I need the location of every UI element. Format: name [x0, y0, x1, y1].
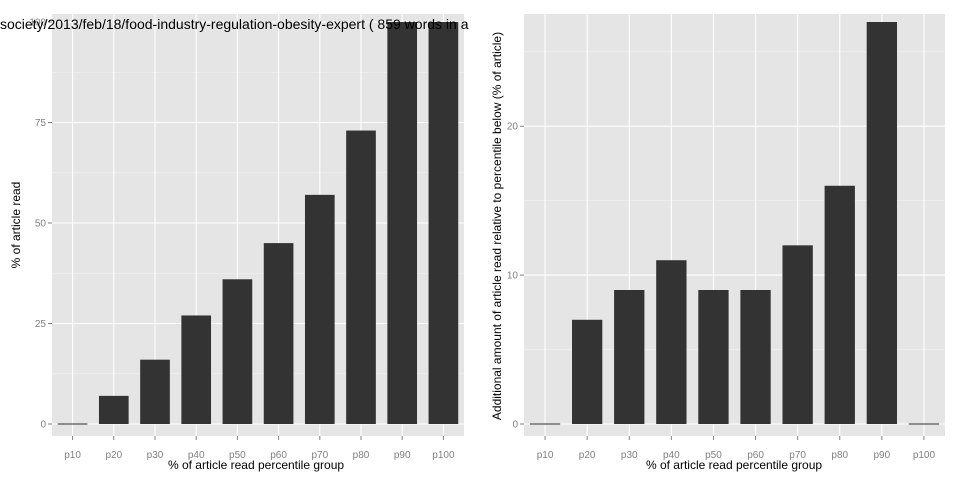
x-tick-label: p30: [621, 450, 638, 461]
x-axis-title: % of article read percentile group: [168, 458, 344, 472]
bar-p100: [908, 423, 940, 425]
x-tick-label: p90: [394, 450, 411, 461]
x-tick-label: p90: [874, 450, 891, 461]
x-tick-label: p100: [913, 450, 936, 461]
bar-p60: [263, 243, 294, 424]
bar-p20: [571, 319, 603, 424]
bar-p40: [656, 260, 687, 424]
y-axis-title: Additional amount of article read relati…: [490, 32, 504, 420]
x-tick-label: p60: [747, 450, 764, 461]
x-tick-label: p20: [105, 450, 122, 461]
x-tick-label: p70: [311, 450, 328, 461]
x-tick-label: p70: [789, 450, 806, 461]
y-tick-label: 20: [507, 122, 519, 133]
bar-p90: [387, 22, 418, 424]
x-tick-label: p50: [705, 450, 722, 461]
y-tick-label: 25: [35, 319, 47, 330]
bar-p80: [824, 185, 855, 424]
bar-p30: [140, 359, 170, 424]
x-axis-title: % of article read percentile group: [646, 458, 822, 472]
y-axis-title: % of article read: [9, 182, 23, 269]
bar-p50: [698, 290, 729, 424]
bar-p60: [740, 290, 771, 424]
x-tick-label: p50: [229, 450, 246, 461]
x-tick-label: p10: [537, 450, 554, 461]
y-tick-label: 0: [40, 420, 46, 431]
y-tick-label: 0: [512, 420, 518, 431]
x-tick-label: p40: [188, 450, 205, 461]
bar-p100: [428, 22, 459, 424]
chart-title: society/2013/feb/18/food-industry-regula…: [0, 16, 469, 32]
x-tick-label: p10: [64, 450, 81, 461]
bar-p10: [57, 423, 88, 425]
x-tick-label: p40: [663, 450, 680, 461]
y-tick-label: 100: [29, 18, 46, 29]
y-tick-label: 75: [35, 118, 47, 129]
x-tick-label: p20: [579, 450, 596, 461]
left-chart: 0 25 50 75 100 p10 p20 p30 p40 p50 p60 p70 p80 p90 p10…: [0, 14, 469, 472]
bar-p30: [614, 290, 645, 424]
x-tick-label: p80: [353, 450, 370, 461]
bar-p40: [181, 315, 212, 424]
bar-p50: [222, 279, 253, 424]
y-tick-label: 10: [507, 271, 519, 282]
bar-p80: [346, 130, 376, 425]
x-tick-label: p100: [432, 450, 455, 461]
bar-p90: [866, 22, 898, 424]
x-tick-label: p80: [831, 450, 848, 461]
bar-p10: [529, 423, 561, 425]
bar-p70: [782, 245, 813, 424]
bar-p20: [98, 395, 129, 424]
x-tick-label: p60: [270, 450, 287, 461]
bar-p70: [304, 194, 335, 424]
right-chart: 0 10 20 p10 p20 p30 p40 p50 p60 p70 p80 p90 p100 % of…: [490, 14, 945, 472]
y-tick-label: 50: [35, 219, 47, 230]
x-tick-label: p30: [147, 450, 164, 461]
